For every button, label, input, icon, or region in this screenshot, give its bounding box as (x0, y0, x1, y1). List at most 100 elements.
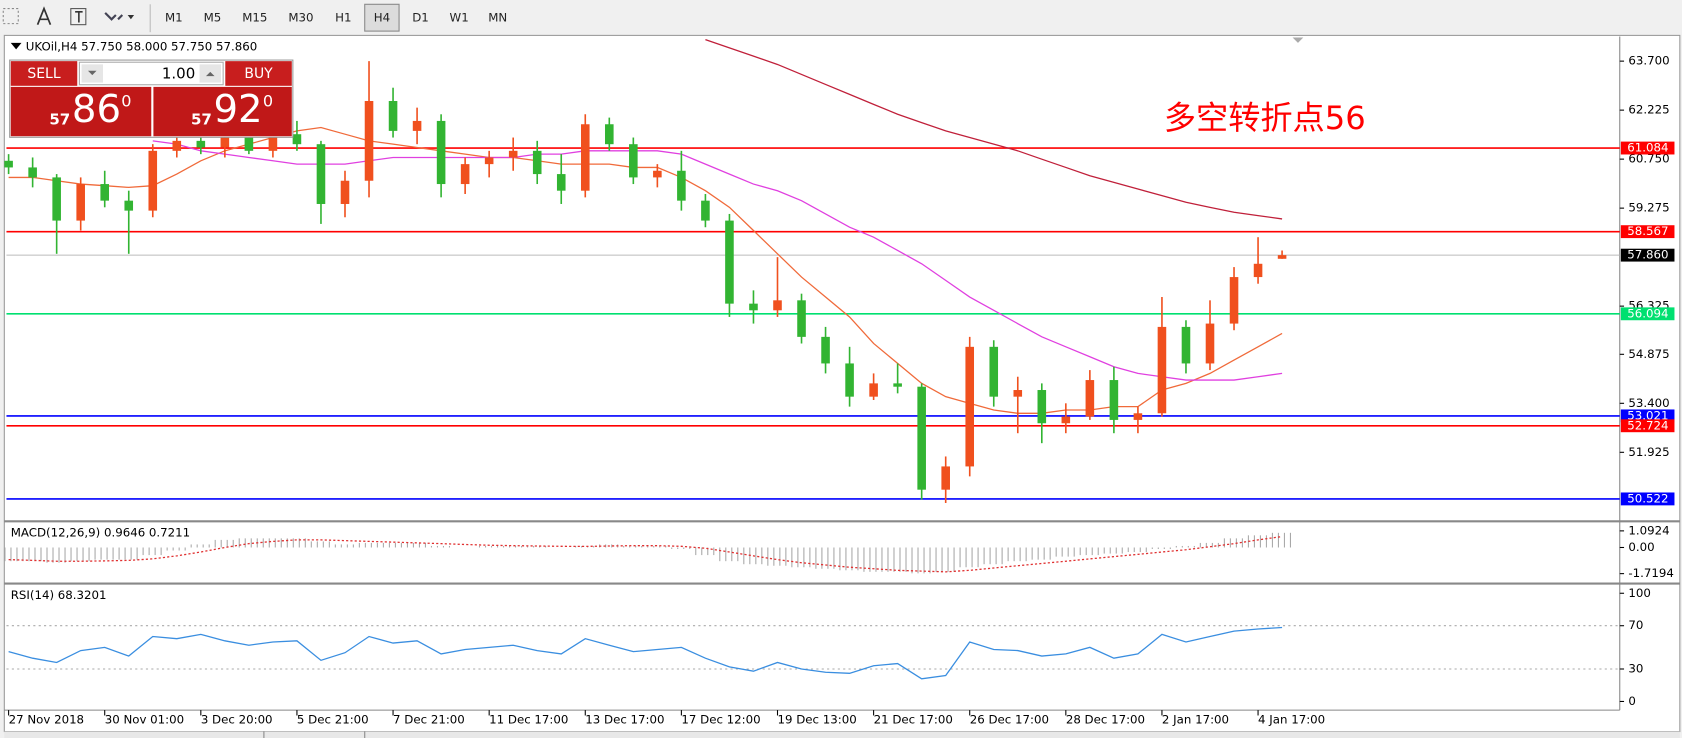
timeframe-button[interactable] (403, 4, 438, 32)
timeframe-button[interactable] (279, 4, 322, 32)
timeframe-button[interactable] (480, 4, 515, 32)
dropdown-arrow[interactable] (127, 15, 135, 20)
timeframe-button[interactable] (156, 4, 191, 32)
candle-body (220, 137, 230, 148)
candle-body (460, 164, 470, 185)
x-tick-label: 13 Dec 17:00 (585, 712, 664, 726)
buy-price-lead: 57 (191, 111, 212, 129)
timeframe-label[interactable]: H4 (374, 11, 390, 25)
candle-body (677, 170, 686, 201)
candle-body (412, 120, 422, 131)
macd-label: MACD(12,26,9) 0.9646 0.7211 (11, 526, 190, 540)
timeframe-label[interactable]: W1 (450, 11, 469, 25)
level-label: 50.522 (1627, 491, 1668, 505)
timeframe-button[interactable] (441, 4, 477, 32)
timeframe-button[interactable] (195, 4, 230, 32)
buy-button[interactable] (225, 61, 292, 86)
level-label: 61.084 (1627, 141, 1668, 155)
sell-label[interactable]: SELL (27, 66, 60, 82)
y-tick-label: 51.925 (1628, 445, 1669, 459)
candle-body (1253, 263, 1263, 278)
level-tag (1620, 419, 1675, 433)
crosshair-icon[interactable] (2, 8, 19, 25)
x-tick-label: 21 Dec 17:00 (874, 712, 953, 726)
candle-body (701, 200, 710, 221)
lots-value[interactable]: 1.00 (162, 65, 195, 83)
candle-body (76, 184, 85, 221)
x-tick-label: 30 Nov 01:00 (105, 712, 184, 726)
candle-body (1133, 413, 1143, 420)
x-tick-label: 19 Dec 13:00 (777, 712, 856, 726)
x-tick-label: 27 Nov 2018 (9, 712, 84, 726)
moving-average (152, 140, 1283, 381)
x-tick-label: 11 Dec 17:00 (489, 712, 568, 726)
macd-tick-label: -1.7194 (1628, 566, 1673, 580)
tab-strip (4, 731, 1680, 738)
level-tag (1620, 225, 1675, 239)
timeframe-label[interactable]: D1 (412, 11, 429, 25)
x-tick-label: 4 Jan 17:00 (1258, 712, 1325, 726)
candle-body (1205, 323, 1215, 364)
candle-body (316, 144, 326, 204)
y-tick-label: 63.700 (1628, 54, 1669, 68)
candle-body (100, 184, 110, 201)
candle-body (821, 336, 830, 364)
x-tick-label: 26 Dec 17:00 (970, 712, 1049, 726)
timeframe-label[interactable]: M15 (242, 11, 267, 25)
sell-button[interactable] (10, 61, 78, 86)
candle-body (580, 124, 590, 191)
buy-price-main: 92 (213, 87, 262, 132)
sell-price-box[interactable] (10, 86, 152, 137)
level-tag (1620, 409, 1675, 423)
moving-average (705, 38, 1283, 220)
timeframe-button[interactable] (326, 4, 361, 32)
candle-body (124, 200, 134, 211)
header-arrow (10, 42, 22, 50)
x-tick-label: 28 Dec 17:00 (1066, 712, 1145, 726)
candle-body (1181, 326, 1191, 364)
buy-price-box[interactable] (153, 86, 292, 137)
macd-tick-label: 1.0924 (1628, 523, 1669, 537)
toolbar-icons (2, 4, 151, 33)
x-tick-label: 2 Jan 17:00 (1162, 712, 1229, 726)
lots-input[interactable] (78, 61, 224, 86)
candle-body (1157, 326, 1167, 414)
timeframe-label[interactable]: M5 (204, 11, 222, 25)
timeframe-label[interactable]: MN (488, 11, 507, 25)
level-label: 52.724 (1627, 418, 1668, 432)
label-glyph (75, 10, 83, 23)
candle-body (965, 346, 975, 467)
annotation: 多空转折点56 (1164, 99, 1366, 137)
candle-body (148, 150, 158, 211)
candle-body (340, 180, 350, 204)
candle-body (556, 174, 566, 191)
candle-body (1085, 380, 1095, 417)
candle-body (388, 100, 398, 131)
text-icon[interactable] (36, 6, 52, 25)
plot: 63.70062.22560.75059.27556.32554.87553.4… (4, 38, 1675, 726)
up-arrow (205, 71, 215, 77)
chart-frame (3, 34, 1681, 733)
timeframe-button[interactable] (233, 4, 276, 32)
candle-body (1037, 390, 1047, 424)
label-icon[interactable] (70, 8, 87, 26)
candle-body (4, 160, 13, 168)
rsi-label: RSI(14) 68.3201 (11, 588, 107, 602)
timeframe-label[interactable]: M1 (165, 11, 183, 25)
rsi-line (8, 626, 1283, 680)
rsi-tick-label: 30 (1628, 661, 1643, 675)
candle-body (436, 120, 446, 185)
timeframe-button[interactable] (364, 3, 400, 32)
candle-body (52, 177, 61, 221)
candle-body (869, 383, 878, 397)
timeframe-label[interactable]: M30 (288, 11, 313, 25)
shapes-icon[interactable] (104, 12, 124, 21)
level-tag (1620, 307, 1675, 321)
candle-body (941, 466, 950, 490)
candle-body (196, 140, 206, 148)
level-tag (1620, 492, 1675, 506)
timeframe-label[interactable]: H1 (335, 11, 351, 25)
buy-label[interactable]: BUY (244, 66, 273, 82)
